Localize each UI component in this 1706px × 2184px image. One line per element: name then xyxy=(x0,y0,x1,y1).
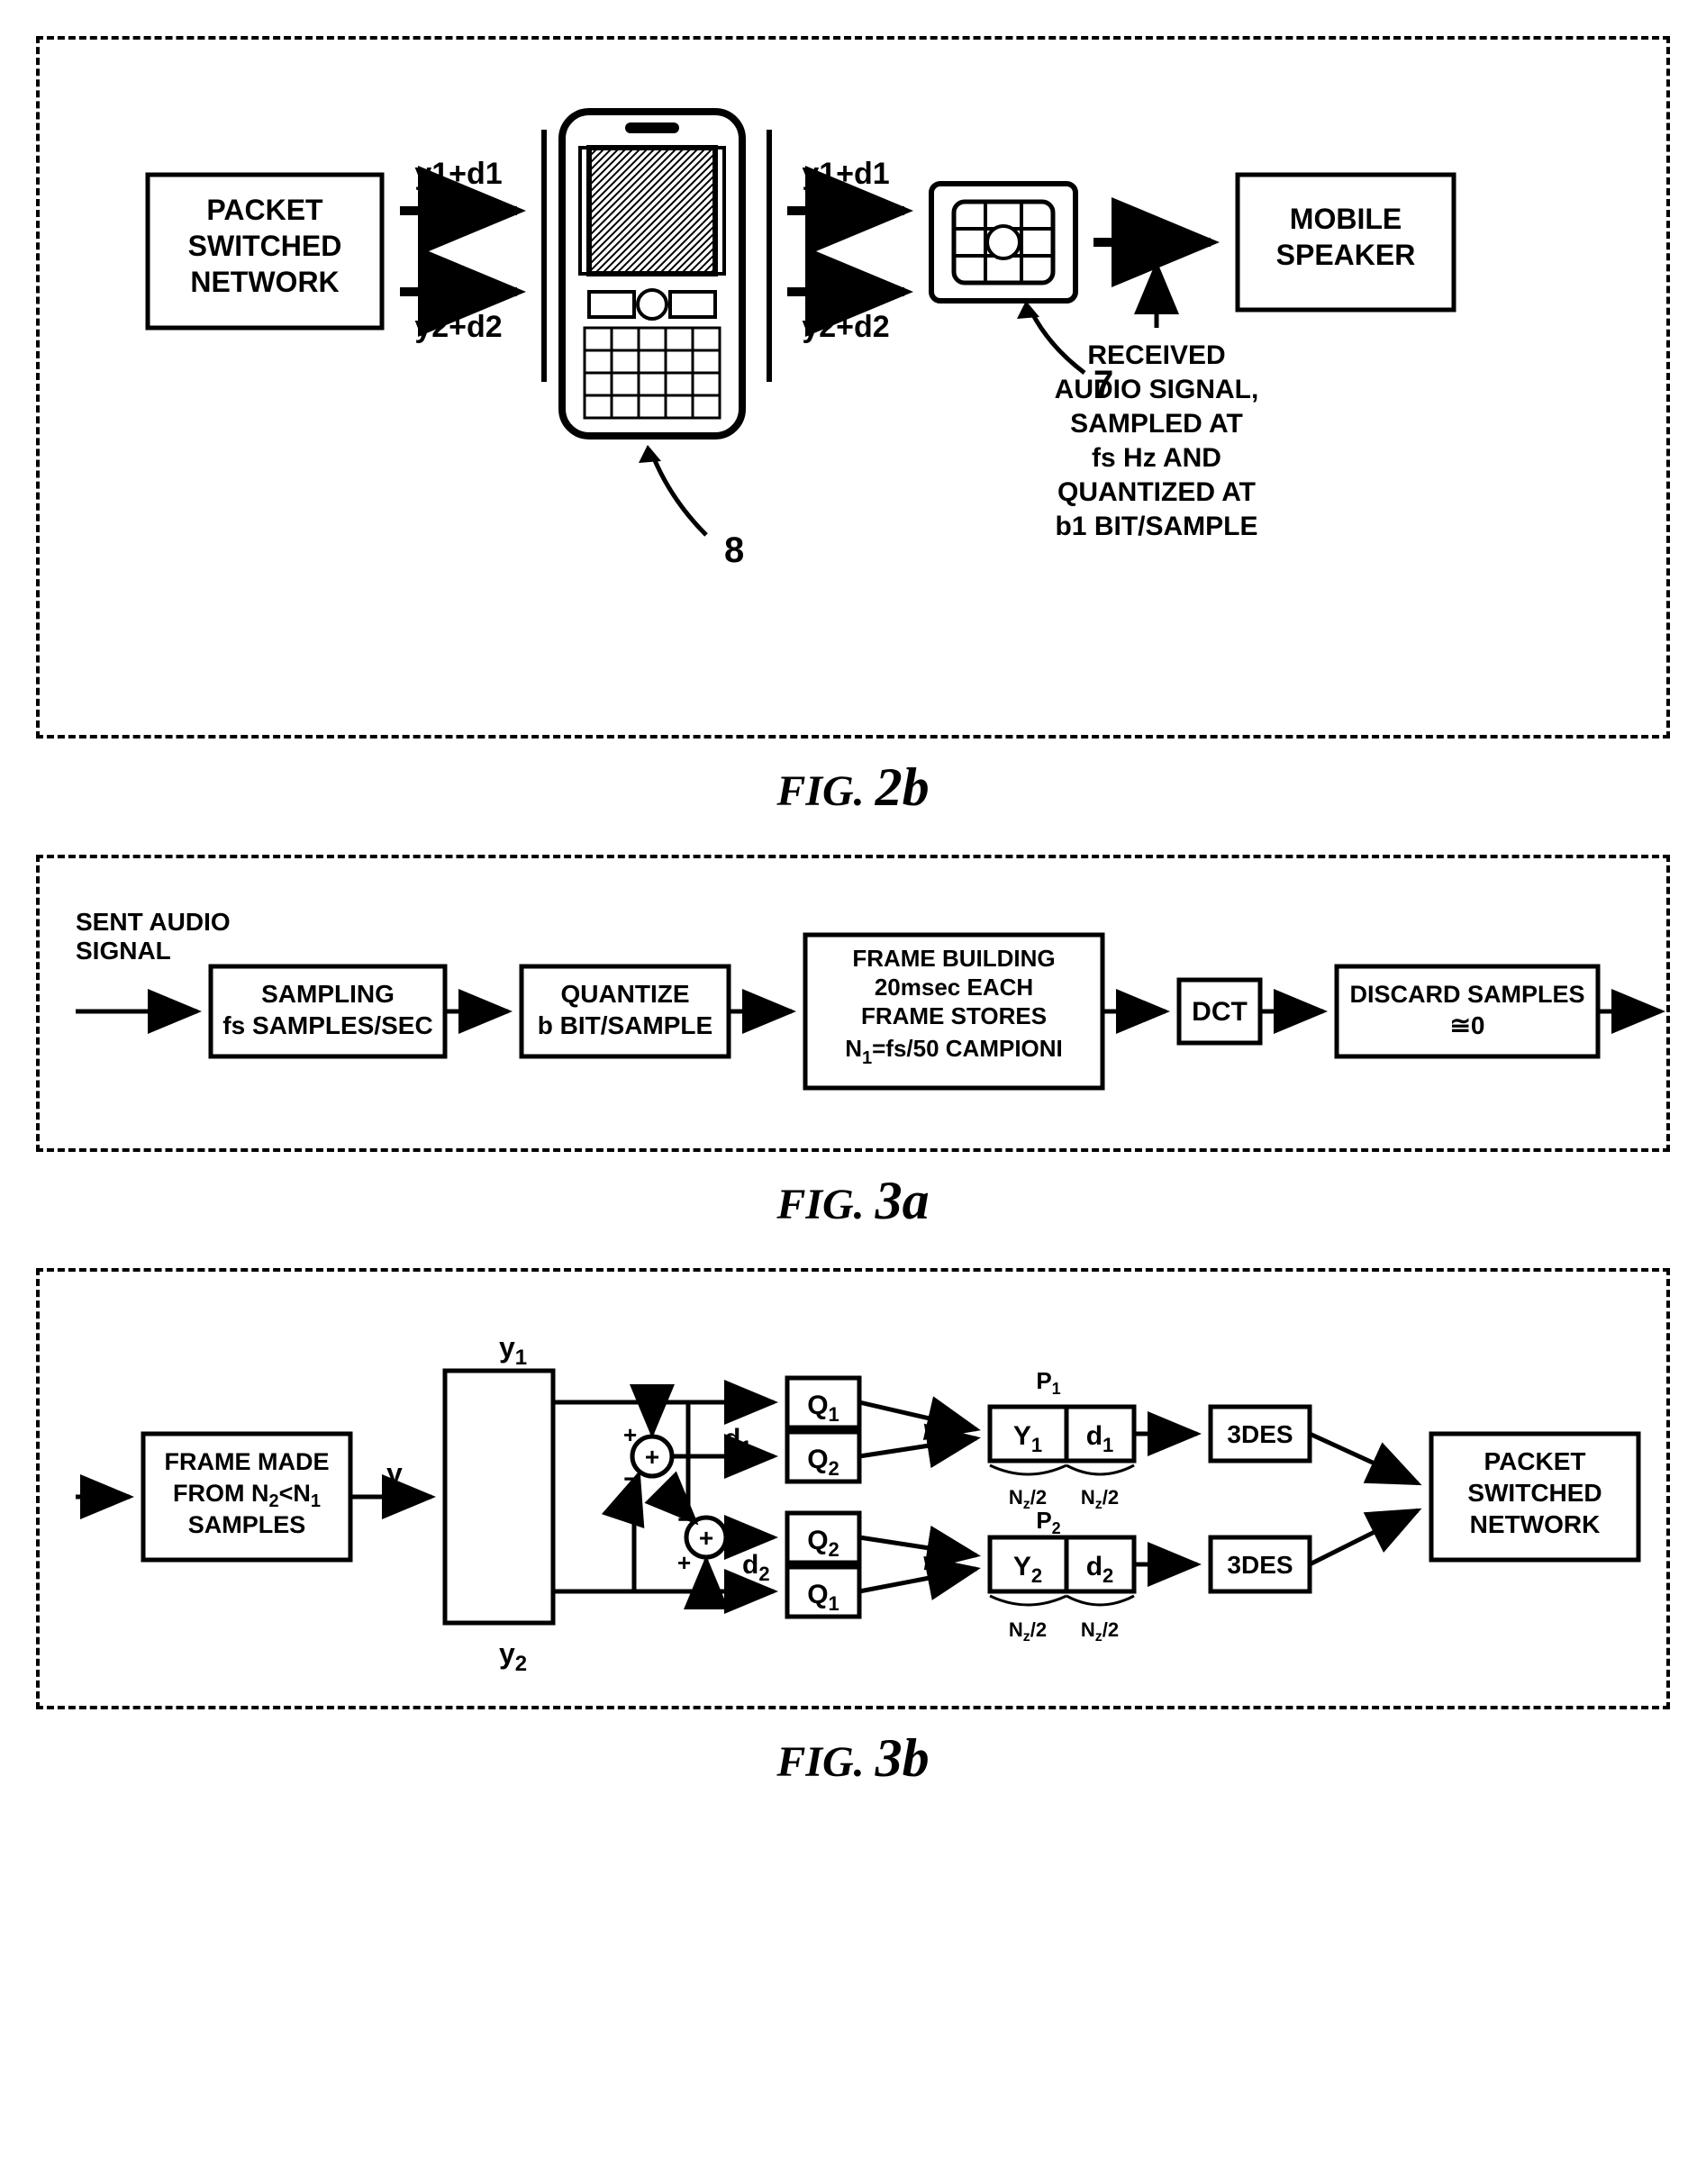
svg-text:Nz/2: Nz/2 xyxy=(1081,1486,1119,1512)
packet-line1: PACKET xyxy=(206,194,323,226)
svg-text:Nz/2: Nz/2 xyxy=(1081,1618,1119,1645)
des2: 3DES xyxy=(1227,1551,1293,1579)
svg-text:FRAME STORES: FRAME STORES xyxy=(861,1002,1047,1029)
svg-text:20msec EACH: 20msec EACH xyxy=(875,974,1033,1001)
svg-text:SIGNAL: SIGNAL xyxy=(76,937,171,965)
svg-text:+: + xyxy=(699,1524,713,1552)
svg-text:SAMPLING: SAMPLING xyxy=(261,980,395,1008)
svg-text:FRAME BUILDING: FRAME BUILDING xyxy=(852,945,1055,972)
phone-icon xyxy=(562,112,742,436)
ref-8: 8 xyxy=(724,530,744,570)
svg-text:QUANTIZED AT: QUANTIZED AT xyxy=(1057,477,1256,507)
sig-top-2: y1+d1 xyxy=(802,157,889,191)
y-label: y xyxy=(386,1457,403,1490)
svg-text:+: + xyxy=(677,1549,691,1576)
svg-text:≅0: ≅0 xyxy=(1449,1011,1484,1039)
fig2b-label: FIG. 2b xyxy=(36,757,1670,819)
dct-label: DCT xyxy=(1192,997,1248,1027)
svg-text:d2: d2 xyxy=(742,1550,770,1585)
figure-2b: PACKET SWITCHED NETWORK y1+d1 y2+d2 xyxy=(36,36,1670,739)
svg-text:SWITCHED: SWITCHED xyxy=(1467,1479,1602,1507)
svg-text:MOBILE: MOBILE xyxy=(1290,203,1402,235)
fig2b-svg: PACKET SWITCHED NETWORK y1+d1 y2+d2 xyxy=(76,76,1670,706)
fig3b-svg: FRAME MADE FROM N2<N1 SAMPLES y y1 y2 + … xyxy=(76,1308,1670,1686)
des1: 3DES xyxy=(1227,1420,1293,1448)
svg-text:b BIT/SAMPLE: b BIT/SAMPLE xyxy=(538,1011,712,1039)
svg-text:FRAME MADE: FRAME MADE xyxy=(165,1448,330,1475)
sig-bot-1: y2+d2 xyxy=(414,310,502,344)
svg-text:SWITCHED: SWITCHED xyxy=(188,230,342,262)
svg-text:P2: P2 xyxy=(1036,1507,1060,1537)
svg-text:b1 BIT/SAMPLE: b1 BIT/SAMPLE xyxy=(1055,512,1257,541)
fig3b-label: FIG. 3b xyxy=(36,1727,1670,1790)
figure-3a: SENT AUDIO SIGNAL SAMPLING fs SAMPLES/SE… xyxy=(36,855,1670,1152)
svg-text:fs SAMPLES/SEC: fs SAMPLES/SEC xyxy=(222,1011,432,1039)
svg-text:QUANTIZE: QUANTIZE xyxy=(560,980,689,1008)
fig3a-svg: SENT AUDIO SIGNAL SAMPLING fs SAMPLES/SE… xyxy=(76,894,1670,1128)
svg-text:Nz/2: Nz/2 xyxy=(1009,1618,1047,1645)
sim-chip-icon xyxy=(931,184,1075,301)
svg-text:PACKET: PACKET xyxy=(1484,1447,1585,1475)
svg-text:SAMPLED AT: SAMPLED AT xyxy=(1070,409,1243,439)
svg-text:FROM N2<N1: FROM N2<N1 xyxy=(173,1480,321,1511)
figure-3b: FRAME MADE FROM N2<N1 SAMPLES y y1 y2 + … xyxy=(36,1268,1670,1709)
fig3a-label: FIG. 3a xyxy=(36,1170,1670,1232)
svg-text:AUDIO SIGNAL,: AUDIO SIGNAL, xyxy=(1055,375,1259,404)
svg-text:PACKET: PACKET xyxy=(206,194,323,226)
svg-text:NETWORK: NETWORK xyxy=(1470,1510,1601,1538)
svg-text:SENT AUDIO: SENT AUDIO xyxy=(76,908,231,936)
svg-text:fs Hz AND: fs Hz AND xyxy=(1092,443,1221,473)
svg-text:NETWORK: NETWORK xyxy=(190,266,339,298)
svg-text:RECEIVED: RECEIVED xyxy=(1087,340,1225,370)
svg-text:P1: P1 xyxy=(1036,1367,1060,1398)
sig-top-1: y1+d1 xyxy=(414,157,502,191)
svg-text:+: + xyxy=(645,1443,659,1471)
svg-text:y2: y2 xyxy=(499,1637,527,1676)
svg-text:SPEAKER: SPEAKER xyxy=(1276,239,1416,271)
svg-text:+: + xyxy=(623,1421,637,1448)
sig-bot-2: y2+d2 xyxy=(802,310,889,344)
svg-text:d1: d1 xyxy=(724,1424,752,1459)
svg-text:SAMPLES: SAMPLES xyxy=(188,1511,306,1538)
svg-text:y1: y1 xyxy=(499,1331,527,1370)
svg-text:DISCARD SAMPLES: DISCARD SAMPLES xyxy=(1349,981,1584,1008)
